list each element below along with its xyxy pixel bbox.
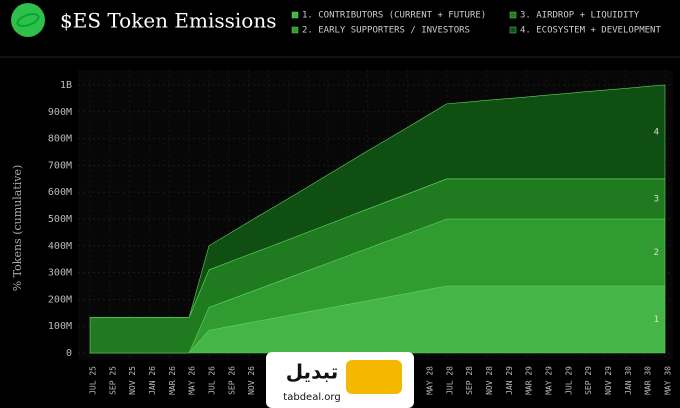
y-axis-label: % Tokens (cumulative) [11,165,24,292]
x-tick-label: NOV 25 [128,366,137,395]
y-tick-label: 900M [48,107,72,118]
x-tick-label: JAN 26 [148,366,157,395]
x-tick-label: JAN 29 [505,366,514,395]
y-tick-label: 700M [48,160,72,171]
x-tick-label: SEP 25 [108,366,117,395]
x-tick-label: SEP 29 [584,366,593,395]
watermark: تبدیل tabdeal.org [266,352,414,408]
watermark-text: تبدیل [286,360,339,384]
legend-swatch [291,11,299,19]
x-tick-label: SEP 28 [465,366,474,395]
x-tick-label: MAY 26 [188,366,197,395]
x-tick-label: MAY 28 [426,366,435,395]
y-tick-label: 800M [48,134,72,145]
x-tick-label: MAR 30 [644,366,653,395]
area-label: 3 [654,194,659,204]
x-tick-label: JUL 26 [207,366,216,395]
y-tick-label: 200M [48,294,72,305]
x-tick-label: SEP 26 [227,366,236,395]
y-tick-label: 300M [48,268,72,279]
x-tick-label: JUL 28 [445,366,454,395]
legend-swatch [509,26,517,34]
area [90,84,666,318]
legend-label: 4. ECOSYSTEM + DEVELOPMENT [520,26,661,36]
legend-label: 3. AIRDROP + LIQUIDITY [520,11,640,21]
logo [11,3,45,37]
x-tick-label: MAR 29 [525,366,534,395]
y-tick-label: 100M [48,321,72,332]
y-tick-label: 400M [48,241,72,252]
y-tick-label: 600M [48,187,72,198]
x-tick-label: NOV 26 [247,366,256,395]
area-label: 1 [654,315,659,325]
y-tick-label: 1B [60,80,72,91]
x-tick-label: JUL 29 [564,366,573,395]
legend-swatch [291,26,299,34]
y-tick-label: 500M [48,214,72,225]
x-tick-label: MAY 30 [664,366,673,395]
legend-swatch [509,11,517,19]
y-tick-label: 0 [66,348,72,359]
x-tick-label: JAN 30 [624,366,633,395]
chart-title: $ES Token Emissions [60,9,276,33]
area-label: 2 [654,248,659,258]
x-tick-label: NOV 28 [485,366,494,395]
x-tick-label: MAY 29 [545,366,554,395]
watermark-icon [346,360,402,394]
x-tick-label: JUL 25 [89,366,98,395]
x-tick-label: NOV 29 [604,366,613,395]
x-tick-label: MAR 26 [168,366,177,395]
logo-mark [16,12,40,28]
legend-label: 2. EARLY SUPPORTERS / INVESTORS [302,26,470,36]
legend-label: 1. CONTRIBUTORS (CURRENT + FUTURE) [302,11,486,21]
watermark-url: tabdeal.org [283,392,340,403]
area-label: 4 [654,127,659,137]
